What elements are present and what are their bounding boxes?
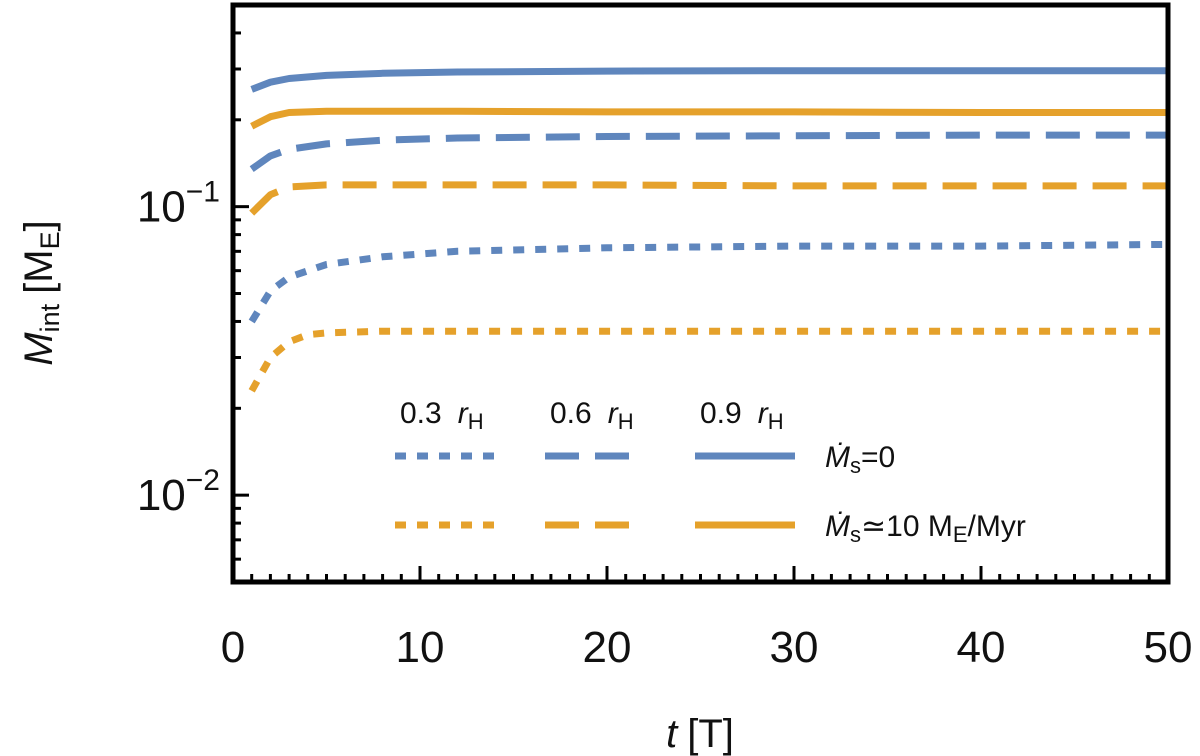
- y-tick-label: 10−1: [137, 176, 220, 232]
- ylabel-unit-open: [M: [17, 249, 61, 293]
- legend-row-label-0: Ṁs=0: [825, 441, 895, 478]
- ylabel-unit-close: ]: [17, 220, 61, 231]
- xlabel-unit: [T]: [687, 712, 734, 756]
- x-tick-label: 0: [221, 623, 245, 672]
- x-tick-label: 40: [957, 623, 1006, 672]
- ylabel-var: M: [17, 332, 61, 366]
- series-line-2: [249, 131, 1168, 172]
- series-layer: [248, 67, 1169, 393]
- series-line-5: [248, 327, 1168, 393]
- ylabel-sub: int: [35, 303, 65, 332]
- legend-column-header-1: 0.6 rH: [550, 397, 634, 434]
- svg-text:Mint[ME]: Mint [ME]: [17, 220, 65, 365]
- series-line-1: [250, 107, 1168, 130]
- legend: 0.3 rH 0.6 rH 0.9 rH Ṁs=0 Ṁs≃10 ME/Myr: [395, 397, 1026, 547]
- x-tick-label: 10: [396, 623, 445, 672]
- y-axis-label: Mint [ME]: [17, 220, 65, 365]
- xlabel-var: t: [666, 712, 679, 756]
- x-tick-label: 20: [583, 623, 632, 672]
- x-tick-label: 30: [770, 623, 819, 672]
- ticks-layer: 0 10 20 30 40 50 10−1 10−2: [137, 3, 1193, 672]
- legend-column-header-2: 0.9 rH: [700, 397, 784, 434]
- x-axis-label: t [T]: [666, 712, 734, 756]
- legend-column-header-0: 0.3 rH: [400, 397, 484, 434]
- series-line-0: [250, 67, 1168, 93]
- series-line-3: [249, 181, 1168, 216]
- ylabel-unit-sub: E: [35, 231, 65, 249]
- legend-row-label-1: Ṁs≃10 ME/Myr: [825, 510, 1026, 547]
- plot-frame: [230, 2, 1171, 585]
- x-tick-label: 50: [1144, 623, 1193, 672]
- series-line-4: [248, 240, 1169, 324]
- y-tick-label: 10−2: [137, 464, 220, 520]
